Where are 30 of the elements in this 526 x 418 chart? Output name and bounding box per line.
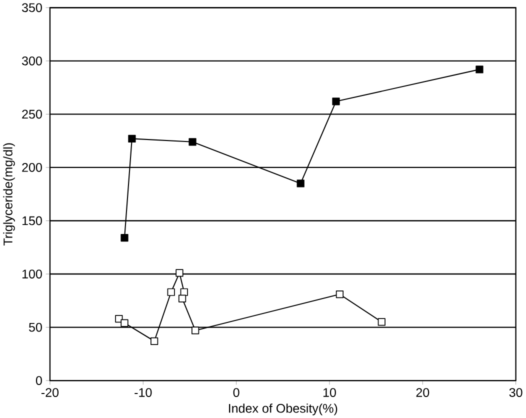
y-tick-label: 250	[22, 110, 42, 118]
y-tick-label: 50	[29, 322, 42, 332]
x-tick-label: 30	[509, 388, 522, 397]
point	[332, 97, 340, 105]
x-tick-label: -10	[134, 388, 152, 397]
y-axis-title: Triglyceride(mg/dl)	[3, 142, 15, 246]
point	[476, 65, 484, 74]
y-tick-label: 100	[22, 269, 42, 278]
point	[150, 337, 158, 345]
x-tick-label: 20	[416, 388, 430, 397]
point	[336, 290, 344, 298]
point	[296, 179, 304, 188]
point	[120, 318, 128, 327]
point	[378, 318, 386, 326]
point	[188, 138, 196, 146]
y-tick-label: 300	[22, 56, 42, 66]
x-tick-label: 0	[233, 388, 240, 397]
point	[167, 288, 175, 296]
point	[128, 134, 136, 142]
y-tick-label: 150	[22, 216, 42, 225]
x-tick-label: -20	[41, 388, 59, 397]
x-tick-label: 10	[323, 388, 336, 397]
x-axis-title: Index of Obesity(%)	[229, 403, 338, 416]
y-tick-label: 350	[22, 2, 42, 12]
point	[192, 326, 200, 334]
y-tick-label: 200	[22, 162, 42, 172]
y-tick-label: 0	[36, 376, 42, 385]
point	[178, 294, 186, 302]
point	[176, 268, 184, 277]
point	[120, 234, 128, 242]
